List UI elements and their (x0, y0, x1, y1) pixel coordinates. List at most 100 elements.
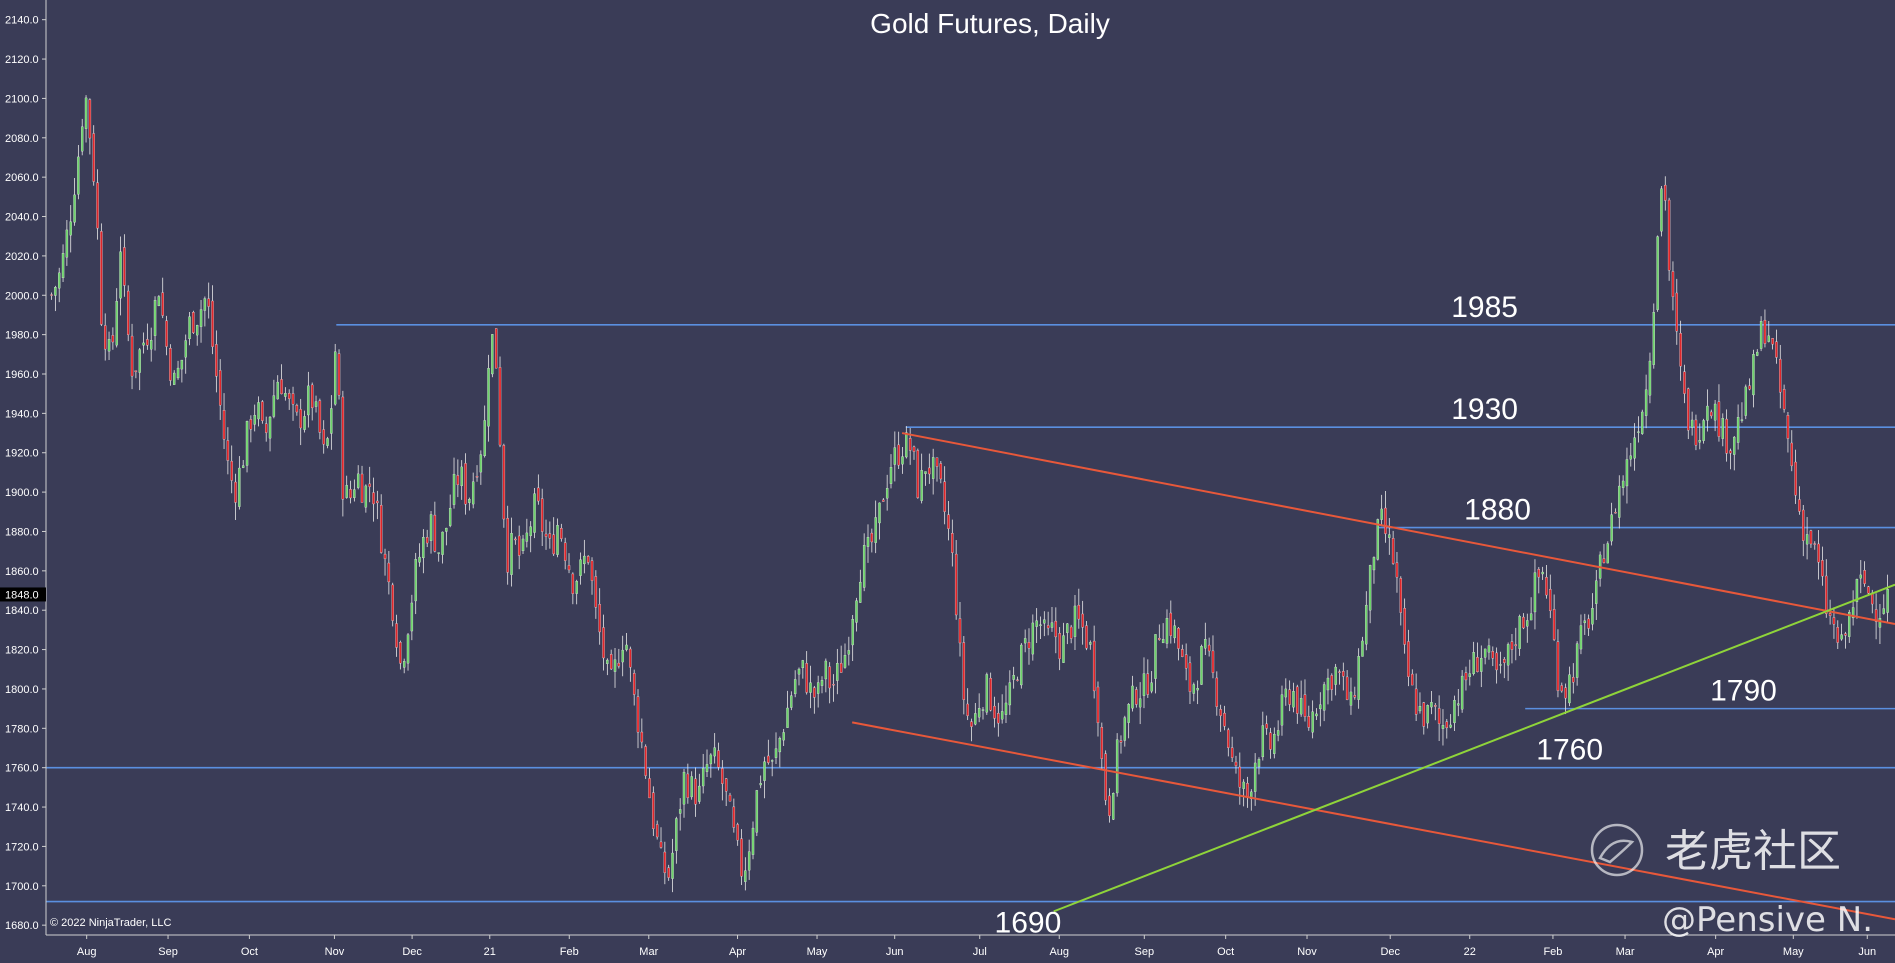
y-tick-label: 2100.0 (5, 93, 39, 105)
candle-body (1253, 762, 1257, 792)
candle-body (1848, 612, 1851, 637)
candle-body (1146, 673, 1150, 695)
candle-body (1464, 672, 1468, 681)
candle-body (134, 370, 138, 373)
candle-body (1081, 613, 1084, 628)
candle-body (644, 746, 647, 776)
candle-body (579, 559, 582, 576)
candle-body (1119, 740, 1123, 743)
x-tick-label: Jul (973, 946, 987, 958)
candle-body (1790, 442, 1793, 467)
candle-body (1564, 687, 1567, 699)
candle-body (744, 870, 747, 882)
candle-body (1591, 608, 1594, 625)
x-tick-label: Oct (241, 946, 258, 958)
candle-body (1763, 319, 1767, 344)
candle-body (360, 473, 364, 503)
candle-body (1587, 618, 1590, 629)
candle-body (1261, 725, 1265, 758)
candle-body (1365, 604, 1368, 645)
candle-body (169, 348, 172, 381)
candle-body (828, 666, 831, 689)
candle-body (1713, 403, 1717, 421)
candle-body (1752, 354, 1755, 396)
candle-body (1299, 697, 1303, 715)
candle-body (1311, 711, 1314, 733)
candle-body (73, 194, 76, 223)
candle-body (1499, 664, 1502, 666)
candle-body (487, 368, 490, 427)
candle-body (1158, 638, 1161, 640)
candle-body (161, 292, 164, 316)
x-tick-label: Jun (1858, 946, 1876, 958)
candle-body (974, 713, 977, 725)
y-tick-label: 2000.0 (5, 290, 39, 302)
candle-body (479, 454, 483, 473)
candle-body (1173, 625, 1176, 639)
x-tick-label: Dec (402, 946, 422, 958)
candle-body (1181, 649, 1184, 657)
candle-body (1288, 689, 1291, 705)
candle-body (1269, 732, 1272, 750)
candle-body (947, 514, 950, 529)
candle-body (1280, 694, 1284, 726)
candle-body (165, 320, 168, 347)
candle-body (1495, 652, 1498, 671)
candle-body (935, 457, 939, 467)
candle-body (391, 584, 394, 621)
candle-body (1066, 623, 1069, 633)
watermark-handle: @Pensive N. (1662, 900, 1873, 940)
candle-body (1058, 633, 1061, 659)
candle-body (1552, 609, 1556, 640)
candle-body (341, 396, 345, 500)
candle-body (1809, 530, 1813, 545)
candle-body (146, 339, 149, 346)
x-tick-label: Nov (1297, 946, 1317, 958)
candle-body (594, 576, 598, 608)
candle-body (598, 604, 601, 633)
candle-body (1556, 641, 1560, 691)
candle-body (1851, 607, 1855, 619)
candle-body (494, 328, 498, 369)
candle-body (1150, 682, 1153, 692)
candle-body (1710, 411, 1713, 417)
candle-body (1414, 688, 1418, 715)
candle-body (379, 504, 383, 553)
candle-body (414, 559, 417, 602)
candle-body (115, 301, 118, 346)
candle-body (211, 300, 214, 347)
candle-body (464, 463, 467, 505)
candle-body (786, 707, 789, 728)
y-tick-label: 1920.0 (5, 448, 39, 460)
candle-body (625, 644, 628, 650)
candle-body (264, 423, 268, 433)
candle-body (1694, 419, 1698, 446)
y-tick-label: 1840.0 (5, 605, 39, 617)
candle-body (1368, 565, 1372, 611)
candle-body (1407, 641, 1410, 677)
candle-body (441, 531, 444, 555)
candle-body (1131, 685, 1134, 709)
candle-body (1069, 626, 1073, 639)
candle-body (149, 340, 153, 350)
candle-body (498, 367, 502, 446)
candle-body (1142, 673, 1146, 696)
candle-body (1437, 708, 1441, 724)
candle-body (1100, 727, 1104, 759)
y-tick-label: 2020.0 (5, 251, 39, 263)
candle-body (790, 695, 793, 708)
candle-body (138, 349, 141, 373)
candle-body (648, 778, 651, 799)
candle-body (1510, 641, 1514, 650)
candle-body (1073, 605, 1077, 637)
y-tick-label: 1740.0 (5, 802, 39, 814)
candle-body (471, 481, 475, 505)
candle-body (663, 851, 667, 873)
y-tick-label: 2140.0 (5, 15, 39, 27)
candle-body (1625, 459, 1629, 487)
candle-body (1533, 572, 1537, 613)
y-tick-label: 1880.0 (5, 526, 39, 538)
x-tick-label: Feb (1543, 946, 1562, 958)
candle-body (425, 537, 429, 544)
